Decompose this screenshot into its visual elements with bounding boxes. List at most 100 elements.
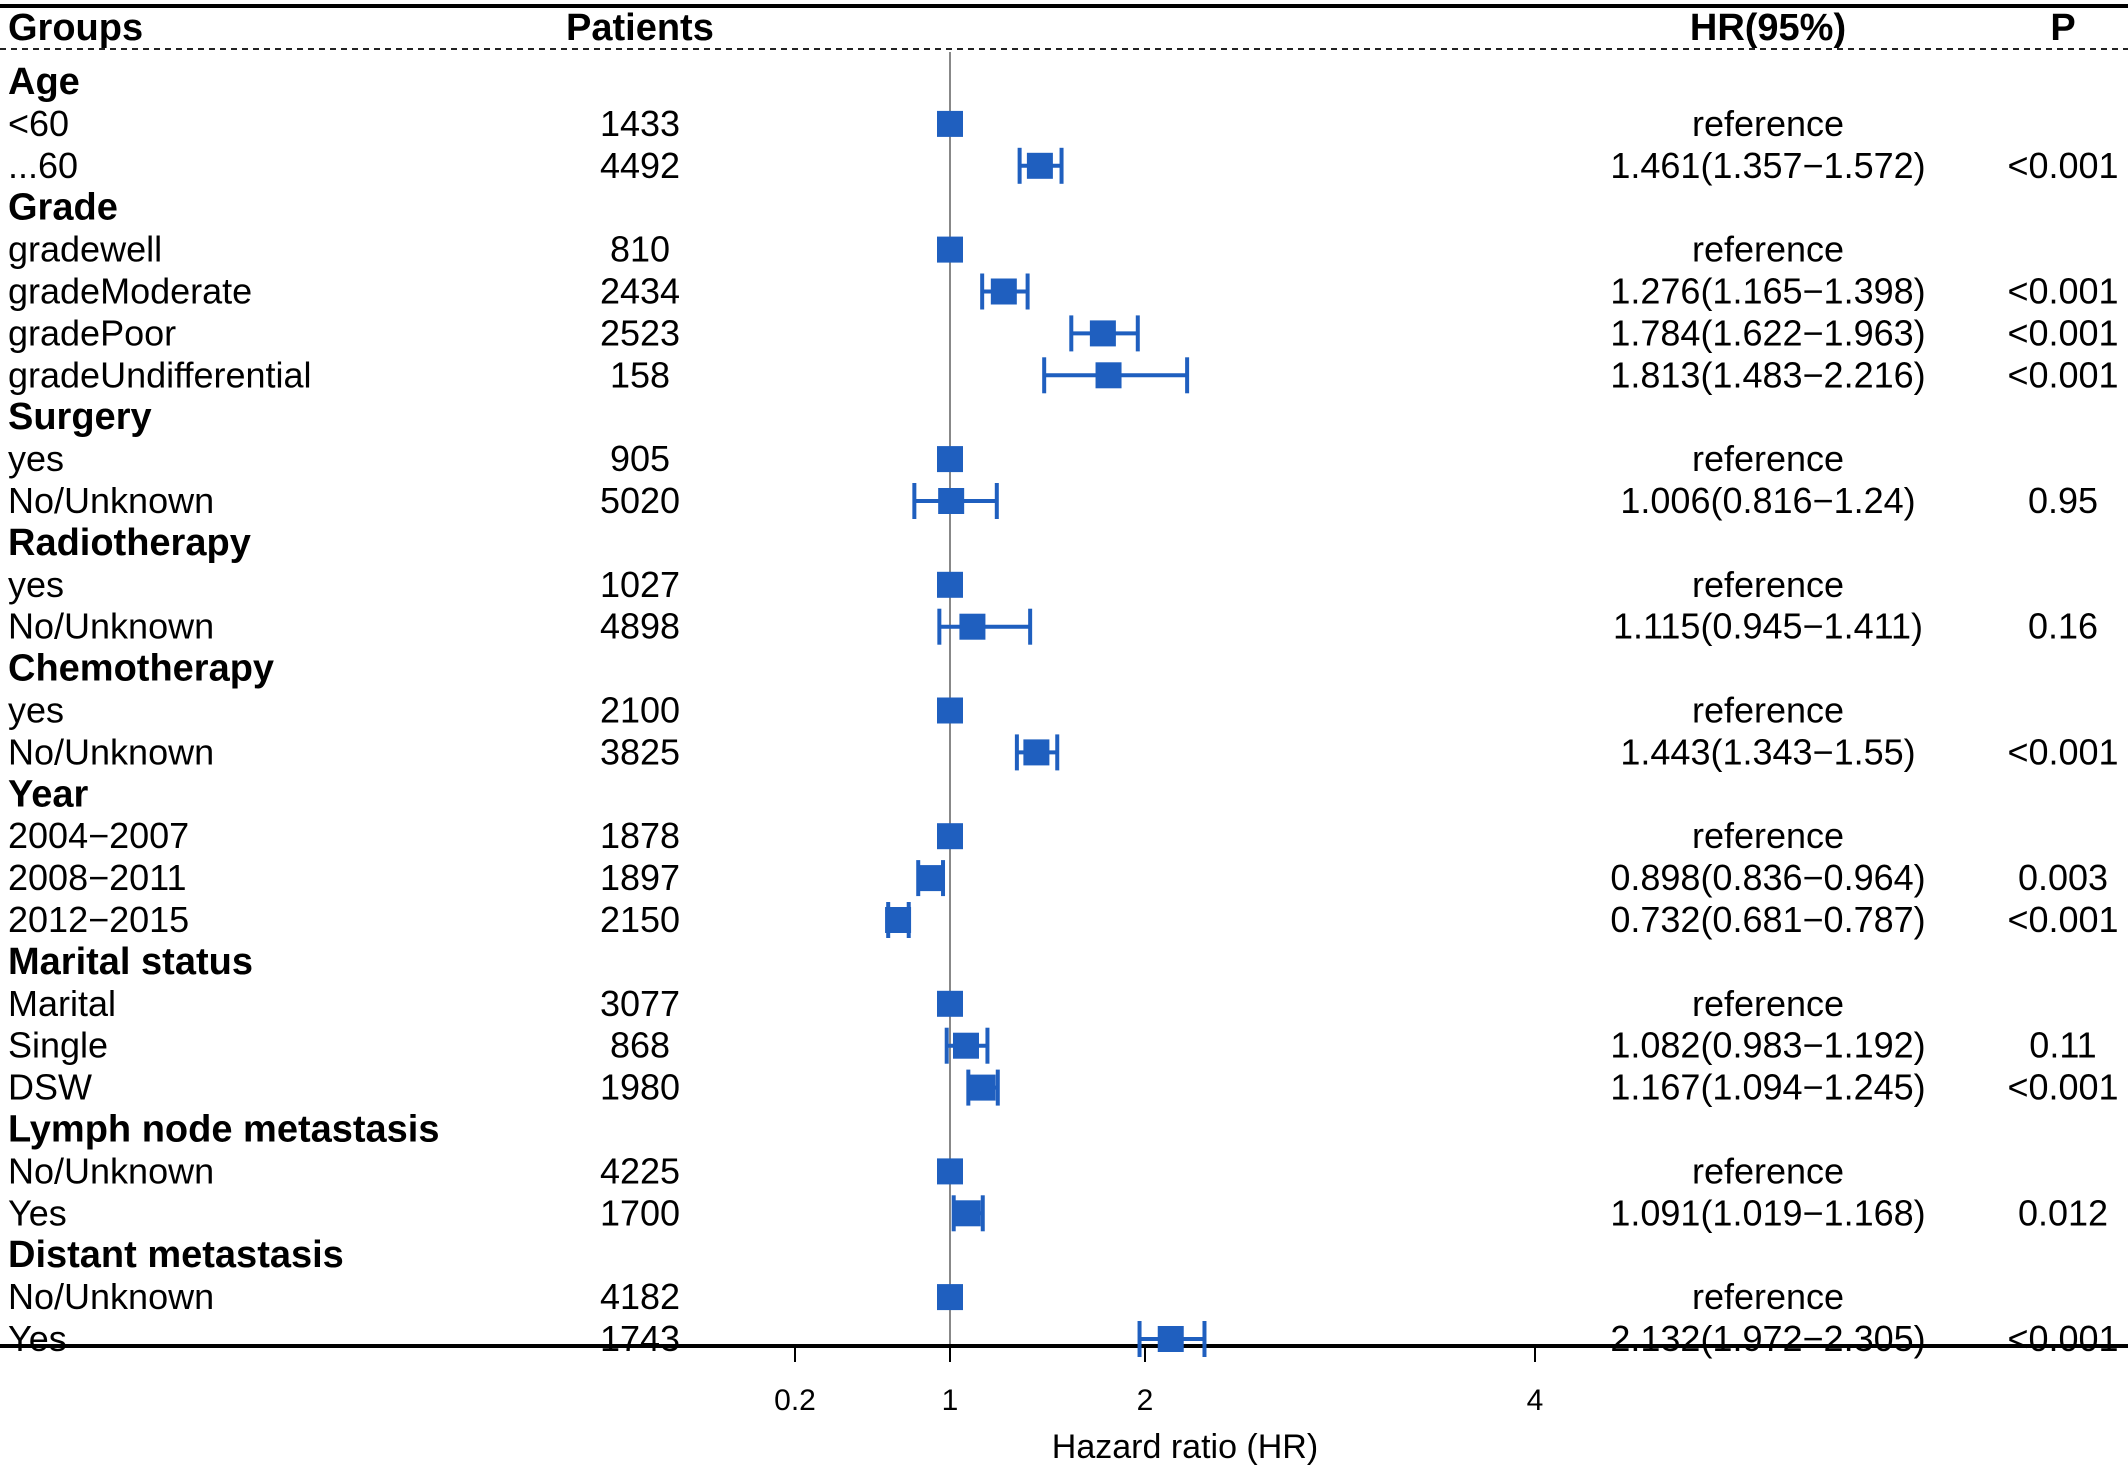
row-patients: 3077 — [600, 983, 680, 1024]
row-p-value: <0.001 — [2007, 145, 2118, 186]
hr-point — [1026, 152, 1053, 179]
hr-point — [937, 1284, 963, 1311]
row-label: No/Unknown — [8, 731, 214, 772]
forest-marks — [885, 110, 1207, 1357]
row-p-value: <0.001 — [2007, 271, 2118, 312]
header-groups: Groups — [8, 7, 143, 49]
row-hr-text: 1.443(1.343−1.55) — [1620, 731, 1915, 772]
x-axis-title: Hazard ratio (HR) — [1052, 1428, 1318, 1466]
row-hr-text: reference — [1692, 690, 1844, 731]
row-hr-text: reference — [1692, 1276, 1844, 1317]
row-patients: 3825 — [600, 731, 680, 772]
row-patients: 1433 — [600, 103, 680, 144]
row-patients: 2150 — [600, 899, 680, 940]
hr-point — [1095, 362, 1122, 389]
row-p-value: <0.001 — [2007, 1318, 2118, 1359]
row-hr-text: reference — [1692, 1150, 1844, 1191]
row-hr-text: reference — [1692, 815, 1844, 856]
x-tick-label: 2 — [1137, 1384, 1154, 1417]
row-label: Yes — [8, 1318, 67, 1359]
row-label: ...60 — [8, 145, 78, 186]
hr-point — [952, 1032, 979, 1059]
row-p-value: <0.001 — [2007, 731, 2118, 772]
x-axis: 0.2 1 2 4 — [774, 1346, 1543, 1417]
row-hr-text: reference — [1692, 564, 1844, 605]
row-label: No/Unknown — [8, 1276, 214, 1317]
hr-point — [990, 278, 1017, 305]
group-label: Marital status — [8, 941, 253, 983]
hr-point — [1023, 739, 1050, 766]
row-hr-text: 0.732(0.681−0.787) — [1610, 899, 1925, 940]
row-hr-text: 1.082(0.983−1.192) — [1610, 1025, 1925, 1066]
row-patients: 1027 — [600, 564, 680, 605]
hr-point — [937, 236, 963, 263]
row-label: Marital — [8, 983, 116, 1024]
row-label: Single — [8, 1025, 108, 1066]
row-p-value: <0.001 — [2007, 1067, 2118, 1108]
row-patients: 4182 — [600, 1276, 680, 1317]
row-hr-text: reference — [1692, 438, 1844, 479]
table-rows: Age<60 1433 reference ...60 4492 1.461(1.357−… — [8, 61, 2119, 1359]
row-patients: 868 — [610, 1025, 670, 1066]
row-patients: 4492 — [600, 145, 680, 186]
hr-point — [954, 1200, 981, 1227]
hr-point — [1157, 1326, 1184, 1352]
group-label: Surgery — [8, 396, 152, 438]
row-label: gradewell — [8, 229, 162, 270]
hr-point — [937, 446, 963, 473]
hr-point — [937, 571, 963, 598]
row-hr-text: 1.091(1.019−1.168) — [1610, 1192, 1925, 1233]
row-label: No/Unknown — [8, 606, 214, 647]
row-hr-text: 2.132(1.972−2.305) — [1610, 1318, 1925, 1359]
group-label: Age — [8, 61, 80, 103]
row-p-value: 0.16 — [2028, 606, 2098, 647]
row-p-value: <0.001 — [2007, 354, 2118, 395]
row-patients: 5020 — [600, 480, 680, 521]
row-p-value: 0.95 — [2028, 480, 2098, 521]
row-patients: 1878 — [600, 815, 680, 856]
hr-point — [937, 110, 963, 137]
row-patients: 4898 — [600, 606, 680, 647]
row-p-value: 0.003 — [2018, 857, 2108, 898]
header-patients: Patients — [566, 7, 714, 49]
row-label: <60 — [8, 103, 69, 144]
hr-point — [937, 697, 963, 724]
row-hr-text: 1.276(1.165−1.398) — [1610, 271, 1925, 312]
row-patients: 2434 — [600, 271, 680, 312]
row-patients: 2523 — [600, 312, 680, 353]
row-hr-text: 0.898(0.836−0.964) — [1610, 857, 1925, 898]
row-p-value: <0.001 — [2007, 312, 2118, 353]
hr-point — [937, 1158, 963, 1185]
row-label: 2008−2011 — [8, 857, 187, 898]
row-patients: 4225 — [600, 1150, 680, 1191]
hr-point — [969, 1074, 996, 1101]
row-label: gradePoor — [8, 312, 176, 353]
hr-point — [938, 488, 965, 514]
row-patients: 2100 — [600, 690, 680, 731]
header-p: P — [2050, 7, 2075, 49]
row-hr-text: 1.115(0.945−1.411) — [1613, 606, 1923, 647]
row-label: yes — [8, 690, 64, 731]
row-p-value: <0.001 — [2007, 899, 2118, 940]
row-hr-text: 1.461(1.357−1.572) — [1610, 145, 1925, 186]
row-label: 2012−2015 — [8, 899, 189, 940]
x-tick-label: 1 — [942, 1384, 959, 1417]
row-label: yes — [8, 438, 64, 479]
group-label: Radiotherapy — [8, 522, 251, 564]
row-label: DSW — [8, 1067, 92, 1108]
row-hr-text: reference — [1692, 229, 1844, 270]
row-p-value: 0.11 — [2029, 1025, 2096, 1066]
row-label: No/Unknown — [8, 480, 214, 521]
row-label: yes — [8, 564, 64, 605]
row-patients: 905 — [610, 438, 670, 479]
row-label: gradeModerate — [8, 271, 252, 312]
group-label: Chemotherapy — [8, 648, 274, 690]
row-patients: 158 — [610, 354, 670, 395]
hr-point — [937, 990, 963, 1017]
hr-point — [937, 823, 963, 850]
group-label: Year — [8, 773, 89, 815]
row-hr-text: 1.784(1.622−1.963) — [1610, 312, 1925, 353]
group-label: Distant metastasis — [8, 1234, 344, 1276]
hr-point — [917, 865, 944, 892]
